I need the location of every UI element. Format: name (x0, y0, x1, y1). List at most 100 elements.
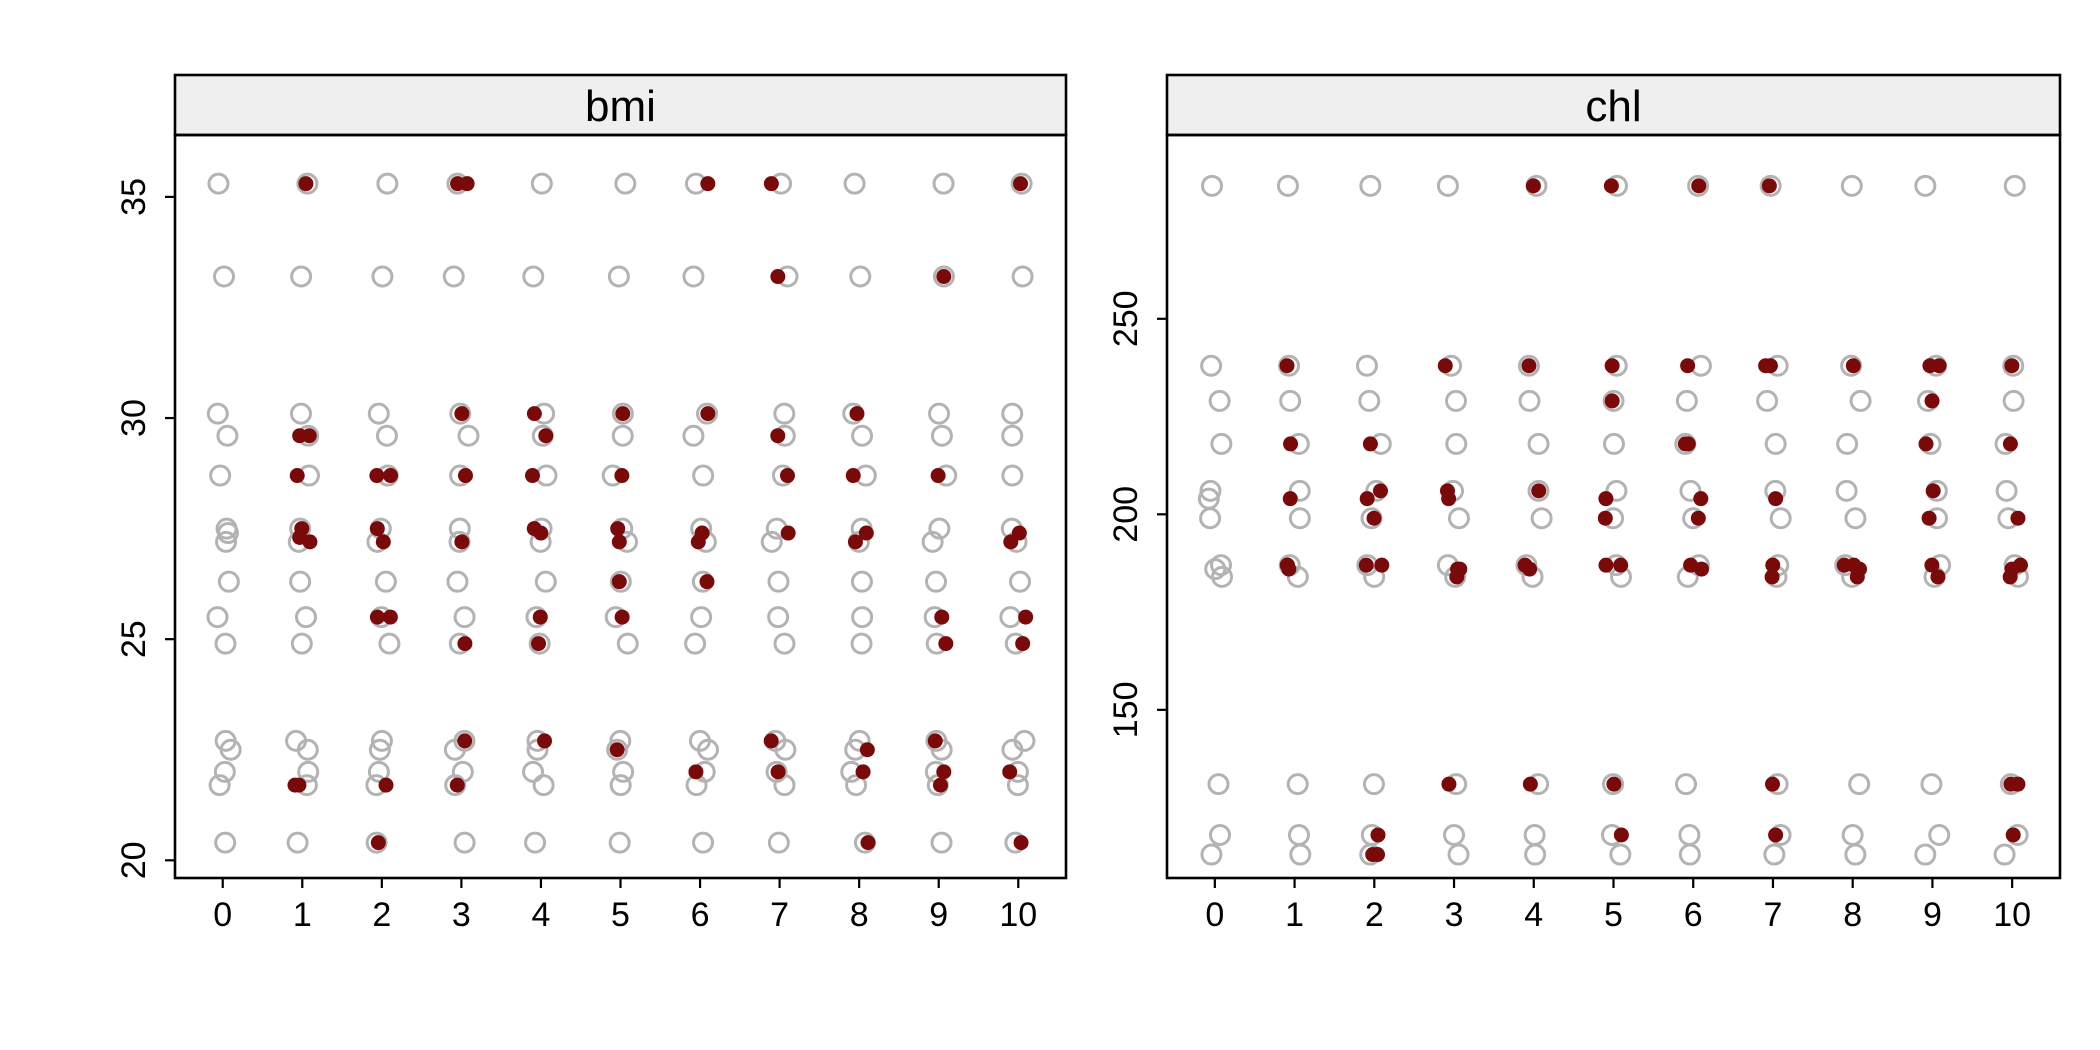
observed-point (1756, 389, 1779, 412)
observed-point (1602, 432, 1625, 455)
observed-point (1844, 507, 1867, 530)
observed-point (1210, 554, 1233, 577)
observed-point (365, 831, 388, 854)
imputed-point (1002, 764, 1018, 780)
observed-point (767, 831, 790, 854)
observed-point (214, 831, 237, 854)
imputed-point (938, 636, 954, 652)
imputed-point (1762, 358, 1778, 374)
observed-point (289, 402, 312, 425)
observed-point (612, 760, 635, 783)
observed-point (1210, 432, 1233, 455)
observed-point (1602, 389, 1625, 412)
imputed-point (532, 609, 548, 625)
imputed-point (690, 534, 706, 550)
observed-point (370, 729, 393, 752)
observed-point (367, 760, 390, 783)
imputed-point (449, 777, 465, 793)
observed-point (2003, 174, 2026, 197)
imputed-point (780, 525, 796, 541)
observed-point (209, 464, 232, 487)
observed-point (215, 517, 238, 540)
observed-point (765, 760, 788, 783)
imputed-point (2010, 510, 2026, 526)
strip-header-bmi (173, 73, 1068, 137)
imputed-point (524, 468, 540, 484)
observed-point (1530, 507, 1553, 530)
observed-point (528, 632, 551, 655)
imputed-point (1691, 178, 1707, 194)
observed-point (1993, 843, 2016, 866)
x-tick-label: 4 (1524, 896, 1543, 934)
imputed-point (1924, 393, 1940, 409)
observed-point (692, 831, 715, 854)
observed-point (1527, 479, 1550, 502)
imputed-point (1921, 510, 1937, 526)
observed-point (609, 570, 632, 593)
observed-point (1358, 389, 1381, 412)
imputed-point (369, 468, 385, 484)
observed-point (1208, 823, 1231, 846)
observed-point (367, 402, 390, 425)
imputed-point (1362, 436, 1378, 452)
observed-point (216, 424, 239, 447)
observed-point (611, 402, 634, 425)
observed-point (1200, 843, 1223, 866)
observed-point (213, 760, 236, 783)
imputed-point (858, 525, 874, 541)
observed-point (999, 606, 1022, 629)
observed-point (688, 729, 711, 752)
x-tick-label: 6 (691, 896, 710, 934)
x-tick-label: 10 (999, 896, 1037, 934)
observed-point (206, 402, 229, 425)
observed-point (453, 831, 476, 854)
observed-point (1848, 773, 1871, 796)
x-tick-label: 3 (1445, 896, 1464, 934)
imputed-point (1849, 569, 1865, 585)
observed-point (851, 606, 874, 629)
imputed-point (615, 406, 631, 422)
x-tick-label: 0 (1205, 896, 1224, 934)
observed-point (773, 402, 796, 425)
observed-point (524, 831, 547, 854)
observed-point (1200, 354, 1223, 377)
imputed-point (537, 733, 553, 749)
observed-point (1447, 507, 1470, 530)
observed-point (1289, 843, 1312, 866)
plot-area-bmi (173, 133, 1068, 880)
imputed-point (614, 468, 630, 484)
y-axis-chl: 150 200 250 (1107, 290, 1167, 738)
observed-point (214, 729, 237, 752)
imputed-point (609, 742, 625, 758)
imputed-point (688, 764, 704, 780)
observed-point (457, 424, 480, 447)
observed-point (215, 530, 238, 553)
imputed-point (1013, 176, 1029, 192)
imputed-point (860, 835, 876, 851)
observed-point (1286, 773, 1309, 796)
imputed-point (1764, 776, 1780, 792)
observed-point (850, 570, 873, 593)
observed-point (1006, 774, 1029, 797)
imputed-point (859, 742, 875, 758)
x-tick-label: 4 (531, 896, 550, 934)
imputed-point (370, 835, 386, 851)
observed-point (1849, 389, 1872, 412)
observed-point (845, 774, 868, 797)
y-tick-label: 250 (1107, 290, 1145, 347)
imputed-point (1693, 491, 1709, 507)
imputed-point (1370, 827, 1386, 843)
observed-point (932, 172, 955, 195)
observed-point (1678, 843, 1701, 866)
observed-point (522, 760, 545, 783)
observed-point (1199, 479, 1222, 502)
x-tick-label: 8 (850, 896, 869, 934)
imputed-point (1613, 557, 1629, 573)
imputed-point (1613, 827, 1629, 843)
imputed-point (1597, 510, 1613, 526)
observed-point (848, 729, 871, 752)
imputed-point (847, 534, 863, 550)
imputed-point (1925, 483, 1941, 499)
imputed-point (1373, 483, 1389, 499)
